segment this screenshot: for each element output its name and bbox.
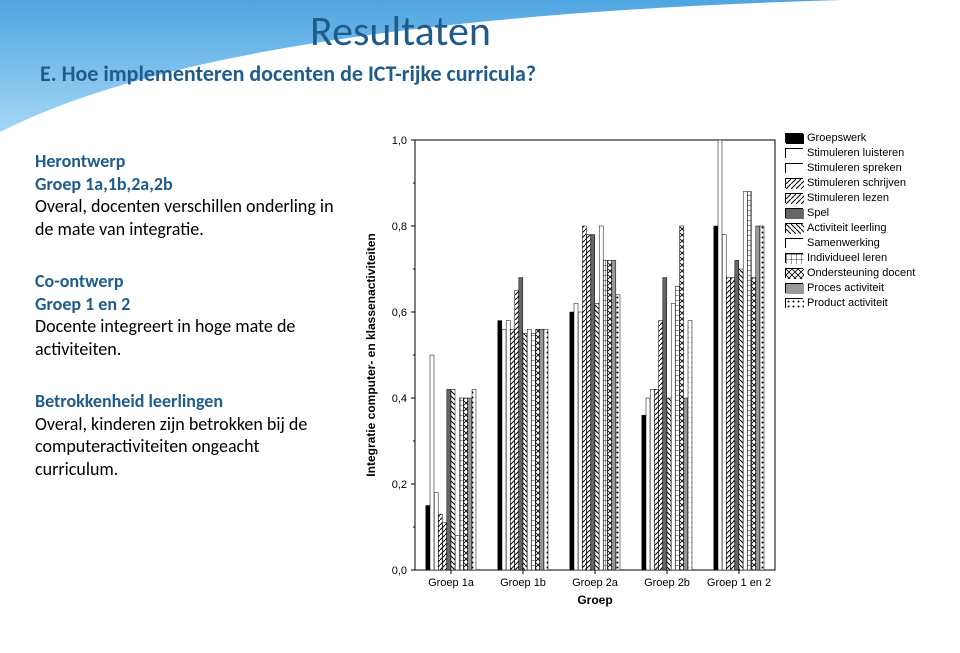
legend-swatch [785, 268, 803, 278]
legend-label: Spel [807, 207, 829, 219]
svg-text:Groep 2b: Groep 2b [644, 577, 690, 589]
legend-item: Spel [785, 205, 955, 220]
para-body: Overal, kinderen zijn betrokken bij de c… [35, 413, 307, 480]
legend-swatch [785, 133, 803, 143]
legend-label: Stimuleren spreken [807, 162, 902, 174]
legend-label: Groepswerk [807, 132, 866, 144]
legend-item: Stimuleren spreken [785, 160, 955, 175]
svg-text:Groep: Groep [577, 593, 612, 607]
svg-text:0,0: 0,0 [392, 565, 407, 577]
svg-text:1,0: 1,0 [392, 135, 407, 147]
svg-text:0,2: 0,2 [392, 479, 407, 491]
para-heading: Betrokkenheid leerlingen [35, 390, 335, 413]
legend-label: Proces activiteit [807, 282, 884, 294]
legend-label: Samenwerking [807, 237, 880, 249]
bar-chart: 0,0 0,2 0,4 0,6 0,8 1,0 Integratie computer- e… [355, 130, 785, 610]
para-body: Overal, docenten verschillen onderling i… [35, 195, 334, 240]
legend-swatch [785, 148, 803, 158]
legend-item: Proces activiteit [785, 280, 955, 295]
legend-swatch [785, 223, 803, 233]
svg-text:0,8: 0,8 [392, 221, 407, 233]
svg-text:Groep 1 en 2: Groep 1 en 2 [707, 577, 771, 589]
page-subtitle: E. Hoe implementeren docenten de ICT-rij… [40, 60, 536, 87]
legend-item: Stimuleren schrijven [785, 175, 955, 190]
legend-swatch [785, 208, 803, 218]
legend-swatch [785, 193, 803, 203]
para-herontwerp: Herontwerp Groep 1a,1b,2a,2b Overal, doc… [35, 150, 335, 240]
legend-swatch [785, 253, 803, 263]
page-title: Resultaten [310, 6, 491, 57]
svg-text:0,6: 0,6 [392, 307, 407, 319]
svg-text:Groep 2a: Groep 2a [572, 577, 619, 589]
legend-item: Activiteit leerling [785, 220, 955, 235]
para-sub: Groep 1a,1b,2a,2b [35, 173, 335, 196]
para-body: Docente integreert in hoge mate de activ… [35, 315, 295, 360]
text-column: Herontwerp Groep 1a,1b,2a,2b Overal, doc… [35, 150, 335, 510]
legend-label: Stimuleren luisteren [807, 147, 904, 159]
legend-label: Individueel leren [807, 252, 887, 264]
svg-text:Groep 1a: Groep 1a [428, 577, 475, 589]
svg-text:Integratie computer- en klasse: Integratie computer- en klassenactivitei… [364, 233, 378, 476]
legend-label: Stimuleren lezen [807, 192, 889, 204]
para-heading: Co-ontwerp [35, 270, 335, 293]
para-coontwerp: Co-ontwerp Groep 1 en 2 Docente integree… [35, 270, 335, 360]
legend-label: Ondersteuning docent [807, 267, 915, 279]
svg-text:Groep 1b: Groep 1b [500, 577, 546, 589]
legend-item: Stimuleren lezen [785, 190, 955, 205]
legend-item: Ondersteuning docent [785, 265, 955, 280]
para-heading: Herontwerp [35, 150, 335, 173]
legend-swatch [785, 298, 803, 308]
legend-label: Stimuleren schrijven [807, 177, 906, 189]
legend-item: Samenwerking [785, 235, 955, 250]
para-betrokkenheid: Betrokkenheid leerlingen Overal, kindere… [35, 390, 335, 480]
legend-item: Product activiteit [785, 295, 955, 310]
legend-swatch [785, 163, 803, 173]
legend-label: Activiteit leerling [807, 222, 886, 234]
legend-swatch [785, 283, 803, 293]
legend-swatch [785, 238, 803, 248]
svg-text:0,4: 0,4 [392, 393, 407, 405]
legend-item: Individueel leren [785, 250, 955, 265]
chart-legend: Groepswerk Stimuleren luisteren Stimuleren… [785, 130, 955, 310]
para-sub: Groep 1 en 2 [35, 293, 335, 316]
legend-item: Groepswerk [785, 130, 955, 145]
legend-item: Stimuleren luisteren [785, 145, 955, 160]
legend-label: Product activiteit [807, 297, 888, 309]
legend-swatch [785, 178, 803, 188]
